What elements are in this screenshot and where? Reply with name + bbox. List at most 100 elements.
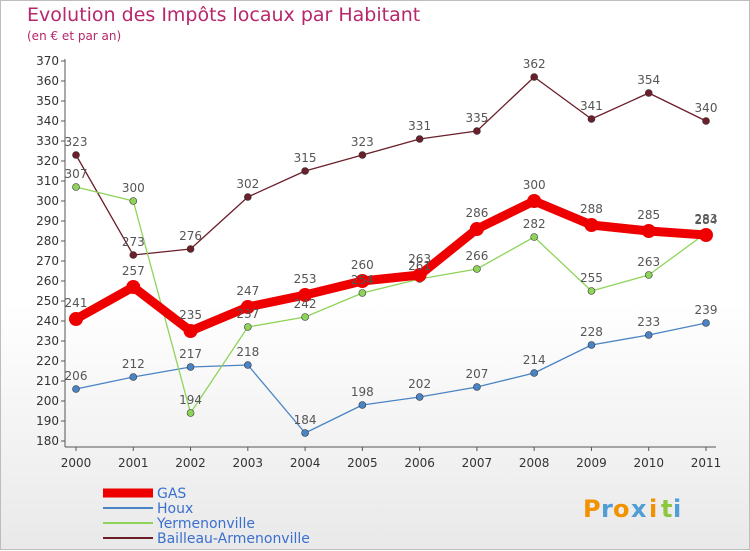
data-point-houx	[129, 373, 138, 381]
data-point-houx	[644, 331, 653, 339]
data-label-yermenonville: 263	[637, 255, 660, 269]
data-point-bailleau-armenonville	[644, 89, 653, 97]
x-tick-label: 2000	[61, 456, 92, 470]
data-label-houx: 202	[408, 377, 431, 391]
y-tick-label: 230	[36, 334, 59, 348]
data-label-gas: 260	[351, 258, 374, 272]
y-tick-label: 360	[36, 74, 59, 88]
data-point-bailleau-armenonville	[301, 167, 309, 175]
logo-letter: i	[673, 495, 681, 523]
series-gas	[69, 194, 713, 338]
data-label-gas: 257	[122, 264, 145, 278]
x-tick-label: 2010	[633, 456, 664, 470]
data-label-yermenonville: 284	[695, 213, 718, 227]
data-label-bailleau-armenonville: 315	[294, 151, 317, 165]
y-tick-label: 190	[36, 414, 59, 428]
data-point-yermenonville	[473, 265, 481, 273]
x-tick-label: 2009	[576, 456, 607, 470]
legend-label-bailleau-armenonville: Bailleau-Armenonville	[157, 531, 310, 547]
data-point-bailleau-armenonville	[244, 193, 252, 201]
data-point-yermenonville	[72, 183, 80, 191]
data-label-houx: 184	[294, 413, 317, 427]
y-tick-label: 280	[36, 234, 59, 248]
logo-letter: t	[661, 495, 672, 523]
data-label-yermenonville: 254	[351, 273, 374, 287]
data-label-houx: 214	[523, 353, 546, 367]
data-point-houx	[530, 369, 538, 377]
x-tick-label: 2004	[290, 456, 321, 470]
y-tick-label: 200	[36, 394, 59, 408]
x-tick-label: 2006	[404, 456, 435, 470]
data-label-bailleau-armenonville: 323	[65, 135, 88, 149]
chart-title: Evolution des Impôts locaux par Habitant	[27, 4, 421, 26]
data-label-gas: 241	[65, 296, 88, 310]
data-label-yermenonville: 282	[523, 217, 546, 231]
logo-letter: o	[613, 495, 630, 523]
data-point-gas	[584, 218, 599, 232]
data-point-houx	[473, 383, 481, 391]
data-point-yermenonville	[186, 409, 195, 417]
data-label-houx: 228	[580, 325, 603, 339]
x-tick-label: 2001	[118, 456, 149, 470]
data-label-yermenonville: 307	[65, 167, 88, 181]
data-point-yermenonville	[129, 197, 138, 205]
y-tick-label: 260	[36, 274, 59, 288]
data-point-yermenonville	[530, 233, 538, 241]
y-tick-label: 370	[36, 54, 59, 68]
data-point-gas	[412, 268, 427, 282]
data-label-houx: 233	[637, 315, 660, 329]
data-point-bailleau-armenonville	[530, 73, 538, 81]
data-label-gas: 247	[236, 284, 259, 298]
x-tick-label: 2007	[462, 456, 493, 470]
data-point-bailleau-armenonville	[72, 151, 80, 159]
data-point-gas	[298, 288, 313, 302]
data-point-yermenonville	[587, 287, 596, 295]
data-point-gas	[699, 228, 713, 242]
logo-letter: r	[601, 495, 613, 523]
data-label-yermenonville: 194	[179, 393, 202, 407]
data-label-houx: 218	[236, 345, 259, 359]
data-point-bailleau-armenonville	[186, 245, 195, 253]
y-tick-label: 290	[36, 214, 59, 228]
data-point-houx	[186, 363, 195, 371]
data-point-houx	[244, 361, 252, 369]
data-label-gas: 300	[523, 178, 546, 192]
data-label-gas: 283	[695, 212, 718, 226]
data-point-bailleau-armenonville	[587, 115, 596, 123]
y-tick-label: 180	[36, 434, 59, 448]
data-point-houx	[301, 429, 309, 437]
data-label-bailleau-armenonville: 273	[122, 235, 145, 249]
y-tick-label: 350	[36, 94, 59, 108]
data-label-bailleau-armenonville: 335	[465, 111, 488, 125]
y-tick-label: 270	[36, 254, 59, 268]
series-line-bailleau-armenonville	[75, 76, 707, 256]
data-label-bailleau-armenonville: 302	[236, 177, 259, 191]
data-point-gas	[240, 300, 255, 314]
chart-subtitle: (en € et par an)	[27, 29, 122, 43]
data-label-houx: 239	[695, 303, 718, 317]
data-point-bailleau-armenonville	[358, 151, 367, 159]
data-point-houx	[702, 319, 710, 327]
data-label-bailleau-armenonville: 323	[351, 135, 374, 149]
x-tick-label: 2008	[519, 456, 550, 470]
data-label-houx: 207	[465, 367, 488, 381]
y-tick-label: 330	[36, 134, 59, 148]
data-label-houx: 217	[179, 347, 202, 361]
series-houx	[72, 319, 710, 437]
legend-label-yermenonville: Yermenonville	[156, 516, 255, 532]
data-point-houx	[72, 385, 80, 393]
data-label-gas: 286	[465, 206, 488, 220]
data-label-yermenonville: 300	[122, 181, 145, 195]
data-label-gas: 263	[408, 252, 431, 266]
series-line-gas	[71, 196, 711, 336]
data-point-bailleau-armenonville	[473, 127, 481, 135]
data-label-houx: 198	[351, 385, 374, 399]
data-label-gas: 285	[637, 208, 660, 222]
data-label-bailleau-armenonville: 340	[695, 101, 718, 115]
series-line-houx	[75, 322, 707, 434]
data-point-bailleau-armenonville	[129, 251, 138, 259]
data-label-bailleau-armenonville: 331	[408, 119, 431, 133]
y-tick-label: 250	[36, 294, 59, 308]
